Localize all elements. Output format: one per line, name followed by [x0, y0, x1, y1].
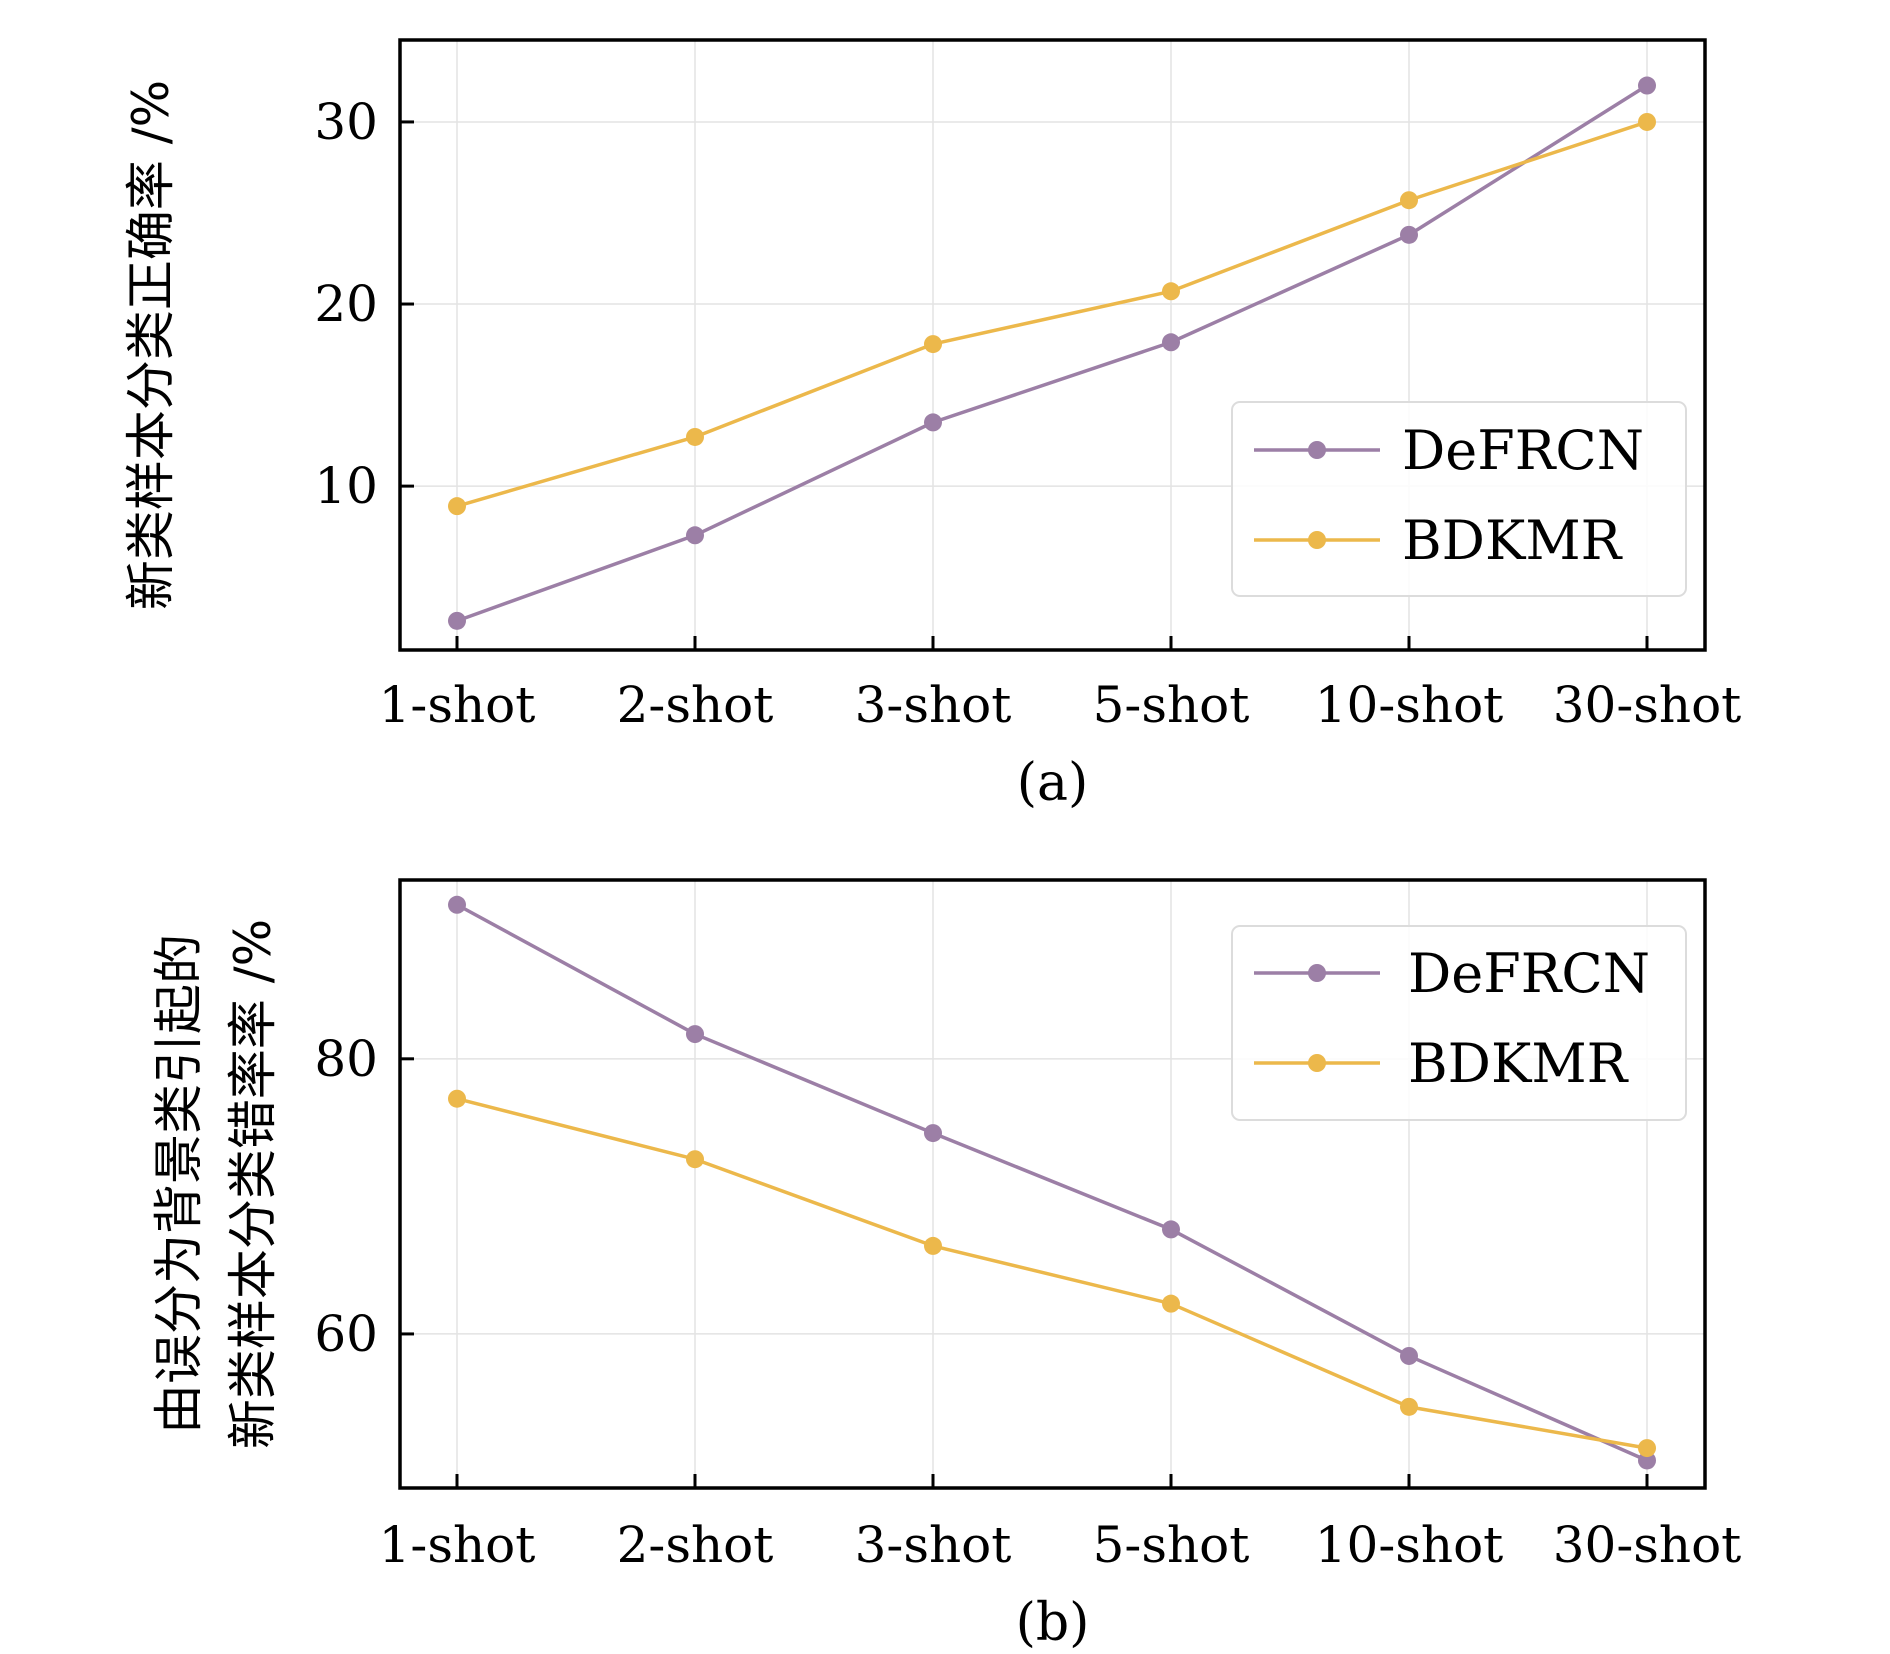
x-tick-label: 3-shot [855, 1516, 1012, 1574]
data-point-bdkmr [448, 1089, 466, 1108]
x-tick-label: 10-shot [1315, 676, 1504, 734]
data-point-defrcn [1162, 1220, 1180, 1239]
x-tick-label: 5-shot [1093, 676, 1250, 734]
legend-swatch-marker [1308, 441, 1326, 459]
plot-frame [398, 878, 1707, 1490]
x-tick-label: 3-shot [855, 676, 1012, 734]
data-point-bdkmr [924, 1236, 942, 1255]
series-line-defrcn [456, 903, 1648, 1463]
legend-label-defrcn: DeFRCN [1408, 942, 1650, 1005]
data-point-bdkmr [1162, 1294, 1180, 1313]
x-tick-label: 2-shot [617, 1516, 774, 1574]
y-axis-label: 新类样本分类正确率 /% [122, 80, 180, 610]
series-line-defrcn [456, 84, 1648, 623]
x-tick-label: 1-shot [379, 1516, 536, 1574]
chart-caption: (b) [1016, 1593, 1090, 1653]
y-tick-label: 60 [314, 1305, 378, 1363]
legend-swatch-marker [1308, 1054, 1326, 1072]
data-point-bdkmr [1400, 191, 1418, 210]
y-tick-label: 20 [314, 275, 378, 333]
data-point-bdkmr [686, 427, 704, 446]
x-tick-label: 30-shot [1553, 1516, 1742, 1574]
data-point-bdkmr [1638, 112, 1656, 131]
data-point-defrcn [1400, 225, 1418, 244]
data-point-bdkmr [1400, 1397, 1418, 1416]
y-tick-label: 80 [314, 1030, 378, 1088]
data-point-defrcn [924, 413, 942, 432]
data-point-defrcn [1162, 333, 1180, 352]
plot-frame [398, 38, 1707, 652]
data-point-defrcn [448, 895, 466, 914]
chart-a: 1-shot 2-shot 3-shot 5-shot 10-shot 30-shot 10… [122, 38, 1742, 813]
x-tick-label: 1-shot [379, 676, 536, 734]
series-line-bdkmr [456, 120, 1648, 508]
legend-swatch-marker [1308, 531, 1326, 549]
x-tick-label: 2-shot [617, 676, 774, 734]
x-tick-label: 5-shot [1093, 1516, 1250, 1574]
chart-b: 1-shot 2-shot 3-shot 5-shot 10-shot 30-shot 60… [150, 878, 1742, 1653]
legend: DeFRCN BDKMR [1231, 925, 1687, 1121]
chart-caption: (a) [1017, 753, 1089, 813]
legend-label-bdkmr: BDKMR [1408, 1032, 1629, 1095]
legend-swatch-marker [1308, 964, 1326, 982]
legend: DeFRCN BDKMR [1231, 401, 1687, 597]
data-point-bdkmr [1162, 282, 1180, 301]
data-point-bdkmr [686, 1150, 704, 1169]
data-point-defrcn [1400, 1346, 1418, 1365]
x-tick-label: 10-shot [1315, 1516, 1504, 1574]
y-axis-label: 新类样本分类错率率 /% [224, 919, 282, 1449]
data-point-defrcn [1638, 76, 1656, 95]
legend-label-defrcn: DeFRCN [1402, 419, 1644, 482]
data-point-bdkmr [924, 335, 942, 354]
data-point-defrcn [1638, 1451, 1656, 1470]
data-point-bdkmr [1638, 1439, 1656, 1458]
data-point-defrcn [924, 1124, 942, 1143]
y-tick-label: 10 [314, 457, 378, 515]
data-point-defrcn [686, 1025, 704, 1044]
y-tick-label: 30 [314, 93, 378, 151]
legend-label-bdkmr: BDKMR [1402, 509, 1623, 572]
series-line-bdkmr [456, 1097, 1648, 1450]
x-tick-label: 30-shot [1553, 676, 1742, 734]
data-point-defrcn [448, 611, 466, 630]
data-point-bdkmr [448, 497, 466, 516]
y-axis-label: 由误分为背景类引起的 [150, 934, 208, 1434]
data-point-defrcn [686, 526, 704, 545]
